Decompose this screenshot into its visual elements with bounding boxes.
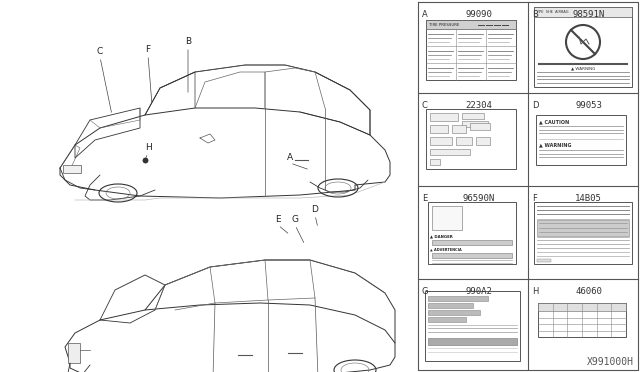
Bar — [428, 338, 517, 345]
Bar — [428, 310, 480, 315]
Bar — [428, 202, 516, 264]
Bar — [432, 206, 462, 230]
Text: ▲ WARNING: ▲ WARNING — [571, 67, 595, 71]
Bar — [537, 259, 551, 262]
Bar — [68, 343, 80, 363]
Text: ▲ WARNING: ▲ WARNING — [539, 142, 572, 148]
Text: 22304: 22304 — [465, 101, 492, 110]
Text: 99090: 99090 — [465, 10, 492, 19]
Text: G: G — [291, 215, 298, 224]
Text: F: F — [145, 45, 150, 55]
Bar — [430, 159, 440, 165]
Bar — [426, 20, 516, 29]
Bar — [425, 291, 520, 361]
Text: 98591N: 98591N — [572, 10, 605, 19]
Bar — [428, 303, 473, 308]
Bar — [428, 317, 466, 322]
Text: A: A — [422, 10, 428, 19]
Text: X991000H: X991000H — [587, 357, 634, 367]
Bar — [538, 303, 626, 337]
Bar — [462, 113, 484, 119]
Bar — [456, 137, 472, 145]
Bar — [432, 240, 512, 245]
Text: H: H — [145, 144, 152, 153]
Text: 96590N: 96590N — [462, 194, 495, 203]
Text: C: C — [422, 101, 428, 110]
Text: B: B — [532, 10, 538, 19]
Text: ▲ ADVERTENCIA: ▲ ADVERTENCIA — [430, 248, 461, 252]
Text: 46060: 46060 — [575, 287, 602, 296]
Text: 14B05: 14B05 — [575, 194, 602, 203]
Text: TIRE PRESSURE: TIRE PRESSURE — [429, 22, 460, 26]
Bar — [452, 125, 466, 133]
Text: 990A2: 990A2 — [465, 287, 492, 296]
Bar — [426, 20, 516, 80]
Bar — [426, 109, 516, 169]
Bar — [430, 149, 470, 155]
Bar — [534, 7, 632, 87]
Bar — [430, 113, 458, 121]
Bar — [430, 137, 452, 145]
Text: YPE  SHE  AIRBAG: YPE SHE AIRBAG — [537, 10, 568, 14]
Bar — [538, 303, 626, 311]
Bar — [534, 7, 632, 17]
Text: F: F — [532, 194, 537, 203]
Bar — [476, 137, 490, 145]
Text: E: E — [275, 215, 281, 224]
Bar — [432, 253, 512, 258]
Text: H: H — [532, 287, 538, 296]
Text: ▲ DANGER: ▲ DANGER — [430, 234, 452, 238]
Bar — [470, 123, 490, 130]
Text: G: G — [422, 287, 429, 296]
Bar — [462, 121, 488, 127]
Bar — [537, 220, 629, 236]
Bar — [534, 202, 632, 264]
Text: D: D — [532, 101, 538, 110]
Text: C: C — [97, 48, 103, 57]
Bar — [63, 165, 81, 173]
Text: A: A — [287, 154, 293, 163]
Bar — [536, 115, 626, 165]
Bar — [428, 296, 488, 301]
Text: 99053: 99053 — [575, 101, 602, 110]
Text: B: B — [185, 38, 191, 46]
Text: E: E — [422, 194, 428, 203]
Text: D: D — [312, 205, 319, 215]
Bar — [430, 125, 448, 133]
Text: ▲ CAUTION: ▲ CAUTION — [539, 119, 569, 125]
